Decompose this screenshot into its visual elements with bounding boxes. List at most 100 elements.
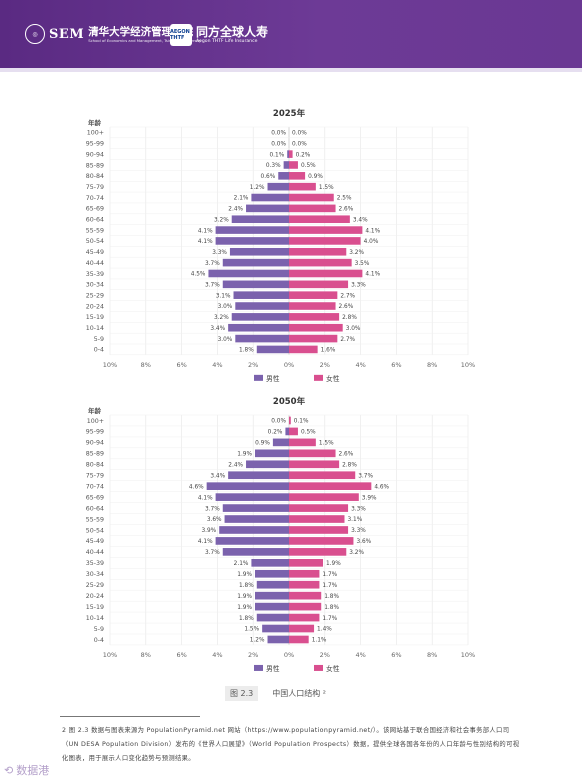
data-label-male: 1.9%	[237, 452, 252, 458]
bar-female	[289, 591, 322, 600]
bar-female	[289, 172, 306, 180]
y-tick-label: 60-64	[86, 505, 104, 512]
data-label-male: 2.4%	[228, 207, 243, 213]
data-label-female: 3.6%	[356, 539, 371, 545]
bar-male	[272, 438, 289, 447]
bar-male	[224, 515, 289, 523]
y-tick-label: 0-4	[94, 347, 104, 354]
bar-male	[222, 504, 289, 512]
data-label-male: 1.9%	[237, 605, 252, 611]
bar-male	[283, 161, 289, 169]
data-label-female: 0.2%	[296, 152, 311, 158]
partner-logo: AEGON THTF 同方全球人寿 Aegon THTF Life Insura…	[170, 24, 268, 46]
y-tick-label: 5-9	[94, 626, 104, 633]
bar-female	[289, 269, 363, 278]
bar-female	[289, 624, 315, 633]
bar-female	[289, 537, 354, 545]
y-tick-label: 30-34	[86, 282, 104, 289]
bar-female	[289, 438, 316, 447]
x-tick-label: 10%	[461, 361, 475, 369]
data-label-female: 4.1%	[365, 272, 380, 278]
bar-male	[228, 471, 289, 480]
data-label-female: 3.3%	[351, 283, 366, 289]
x-tick-label: 8%	[141, 651, 151, 659]
bar-female	[289, 313, 340, 321]
bar-male	[256, 345, 289, 354]
data-label-male: 2.4%	[228, 462, 243, 468]
data-label-male: 1.8%	[239, 583, 254, 589]
bar-female	[289, 548, 347, 556]
caption-text: 中国人口结构 ²	[272, 689, 327, 698]
y-tick-label: 30-34	[86, 571, 104, 578]
tsinghua-seal-icon: ◎	[25, 24, 45, 44]
bar-male	[222, 258, 289, 267]
data-label-male: 1.2%	[250, 185, 265, 191]
bar-male	[251, 193, 289, 202]
header-rule	[0, 68, 582, 72]
bar-male	[222, 548, 289, 556]
bar-male	[228, 323, 289, 332]
x-tick-label: 2%	[320, 651, 330, 659]
data-label-male: 3.6%	[207, 517, 222, 523]
bar-female	[289, 345, 318, 354]
partner-badge-text: AEGON THTF	[170, 29, 190, 41]
data-label-female: 0.0%	[292, 131, 307, 137]
bar-male	[278, 172, 289, 180]
y-tick-label: 0-4	[94, 637, 104, 644]
bar-female	[289, 493, 359, 501]
data-label-female: 0.5%	[301, 163, 316, 169]
x-tick-label: 4%	[212, 361, 222, 369]
bar-male	[233, 291, 289, 299]
y-tick-label: 85-89	[86, 451, 104, 458]
data-label-female: 1.5%	[319, 185, 334, 191]
data-label-male: 3.2%	[214, 217, 229, 223]
y-tick-label: 40-44	[86, 260, 104, 267]
data-label-female: 3.1%	[347, 517, 362, 523]
data-label-male: 3.2%	[214, 315, 229, 321]
data-label-male: 3.1%	[216, 293, 231, 299]
data-label-female: 2.6%	[339, 452, 354, 458]
y-tick-label: 25-29	[86, 292, 104, 299]
x-tick-label: 6%	[391, 651, 401, 659]
caption-number: 图 2.3	[225, 686, 259, 701]
bar-female	[289, 580, 320, 589]
bar-male	[254, 449, 289, 458]
data-label-female: 2.7%	[340, 293, 355, 299]
bar-female	[289, 602, 322, 611]
data-label-female: 0.9%	[308, 174, 323, 180]
data-label-male: 4.1%	[198, 239, 213, 245]
bar-female	[289, 280, 349, 289]
y-axis-label: 年龄	[88, 118, 102, 127]
bar-male	[219, 526, 289, 534]
bar-male	[267, 635, 289, 644]
data-label-male: 3.3%	[212, 250, 227, 256]
footnote-divider	[60, 716, 200, 717]
y-tick-label: 20-24	[86, 593, 104, 600]
x-tick-label: 6%	[176, 651, 186, 659]
chart-title: 2050年	[273, 396, 306, 407]
legend-label-female: 女性	[326, 374, 340, 383]
y-tick-label: 90-94	[86, 151, 104, 158]
bar-female	[289, 161, 298, 169]
figure-caption: 图 2.3 中国人口结构 ²	[225, 686, 326, 701]
bar-male	[208, 269, 289, 278]
bar-male	[287, 150, 289, 158]
data-label-female: 2.7%	[340, 337, 355, 343]
y-tick-label: 10-14	[86, 615, 104, 622]
legend-swatch-male	[254, 374, 263, 381]
bar-female	[289, 460, 340, 469]
data-label-male: 0.0%	[271, 419, 286, 425]
x-tick-label: 8%	[141, 361, 151, 369]
data-label-male: 4.6%	[189, 484, 204, 490]
partner-name-en: Aegon THTF Life Insurance	[196, 39, 258, 44]
y-tick-label: 95-99	[86, 429, 104, 436]
bar-male	[254, 569, 289, 578]
y-tick-label: 80-84	[86, 462, 104, 469]
bar-female	[289, 416, 291, 425]
y-tick-label: 100+	[87, 418, 104, 425]
data-label-male: 1.9%	[237, 572, 252, 578]
bar-female	[289, 150, 293, 158]
y-tick-label: 70-74	[86, 195, 104, 202]
y-tick-label: 55-59	[86, 227, 104, 234]
bar-male	[256, 580, 289, 589]
